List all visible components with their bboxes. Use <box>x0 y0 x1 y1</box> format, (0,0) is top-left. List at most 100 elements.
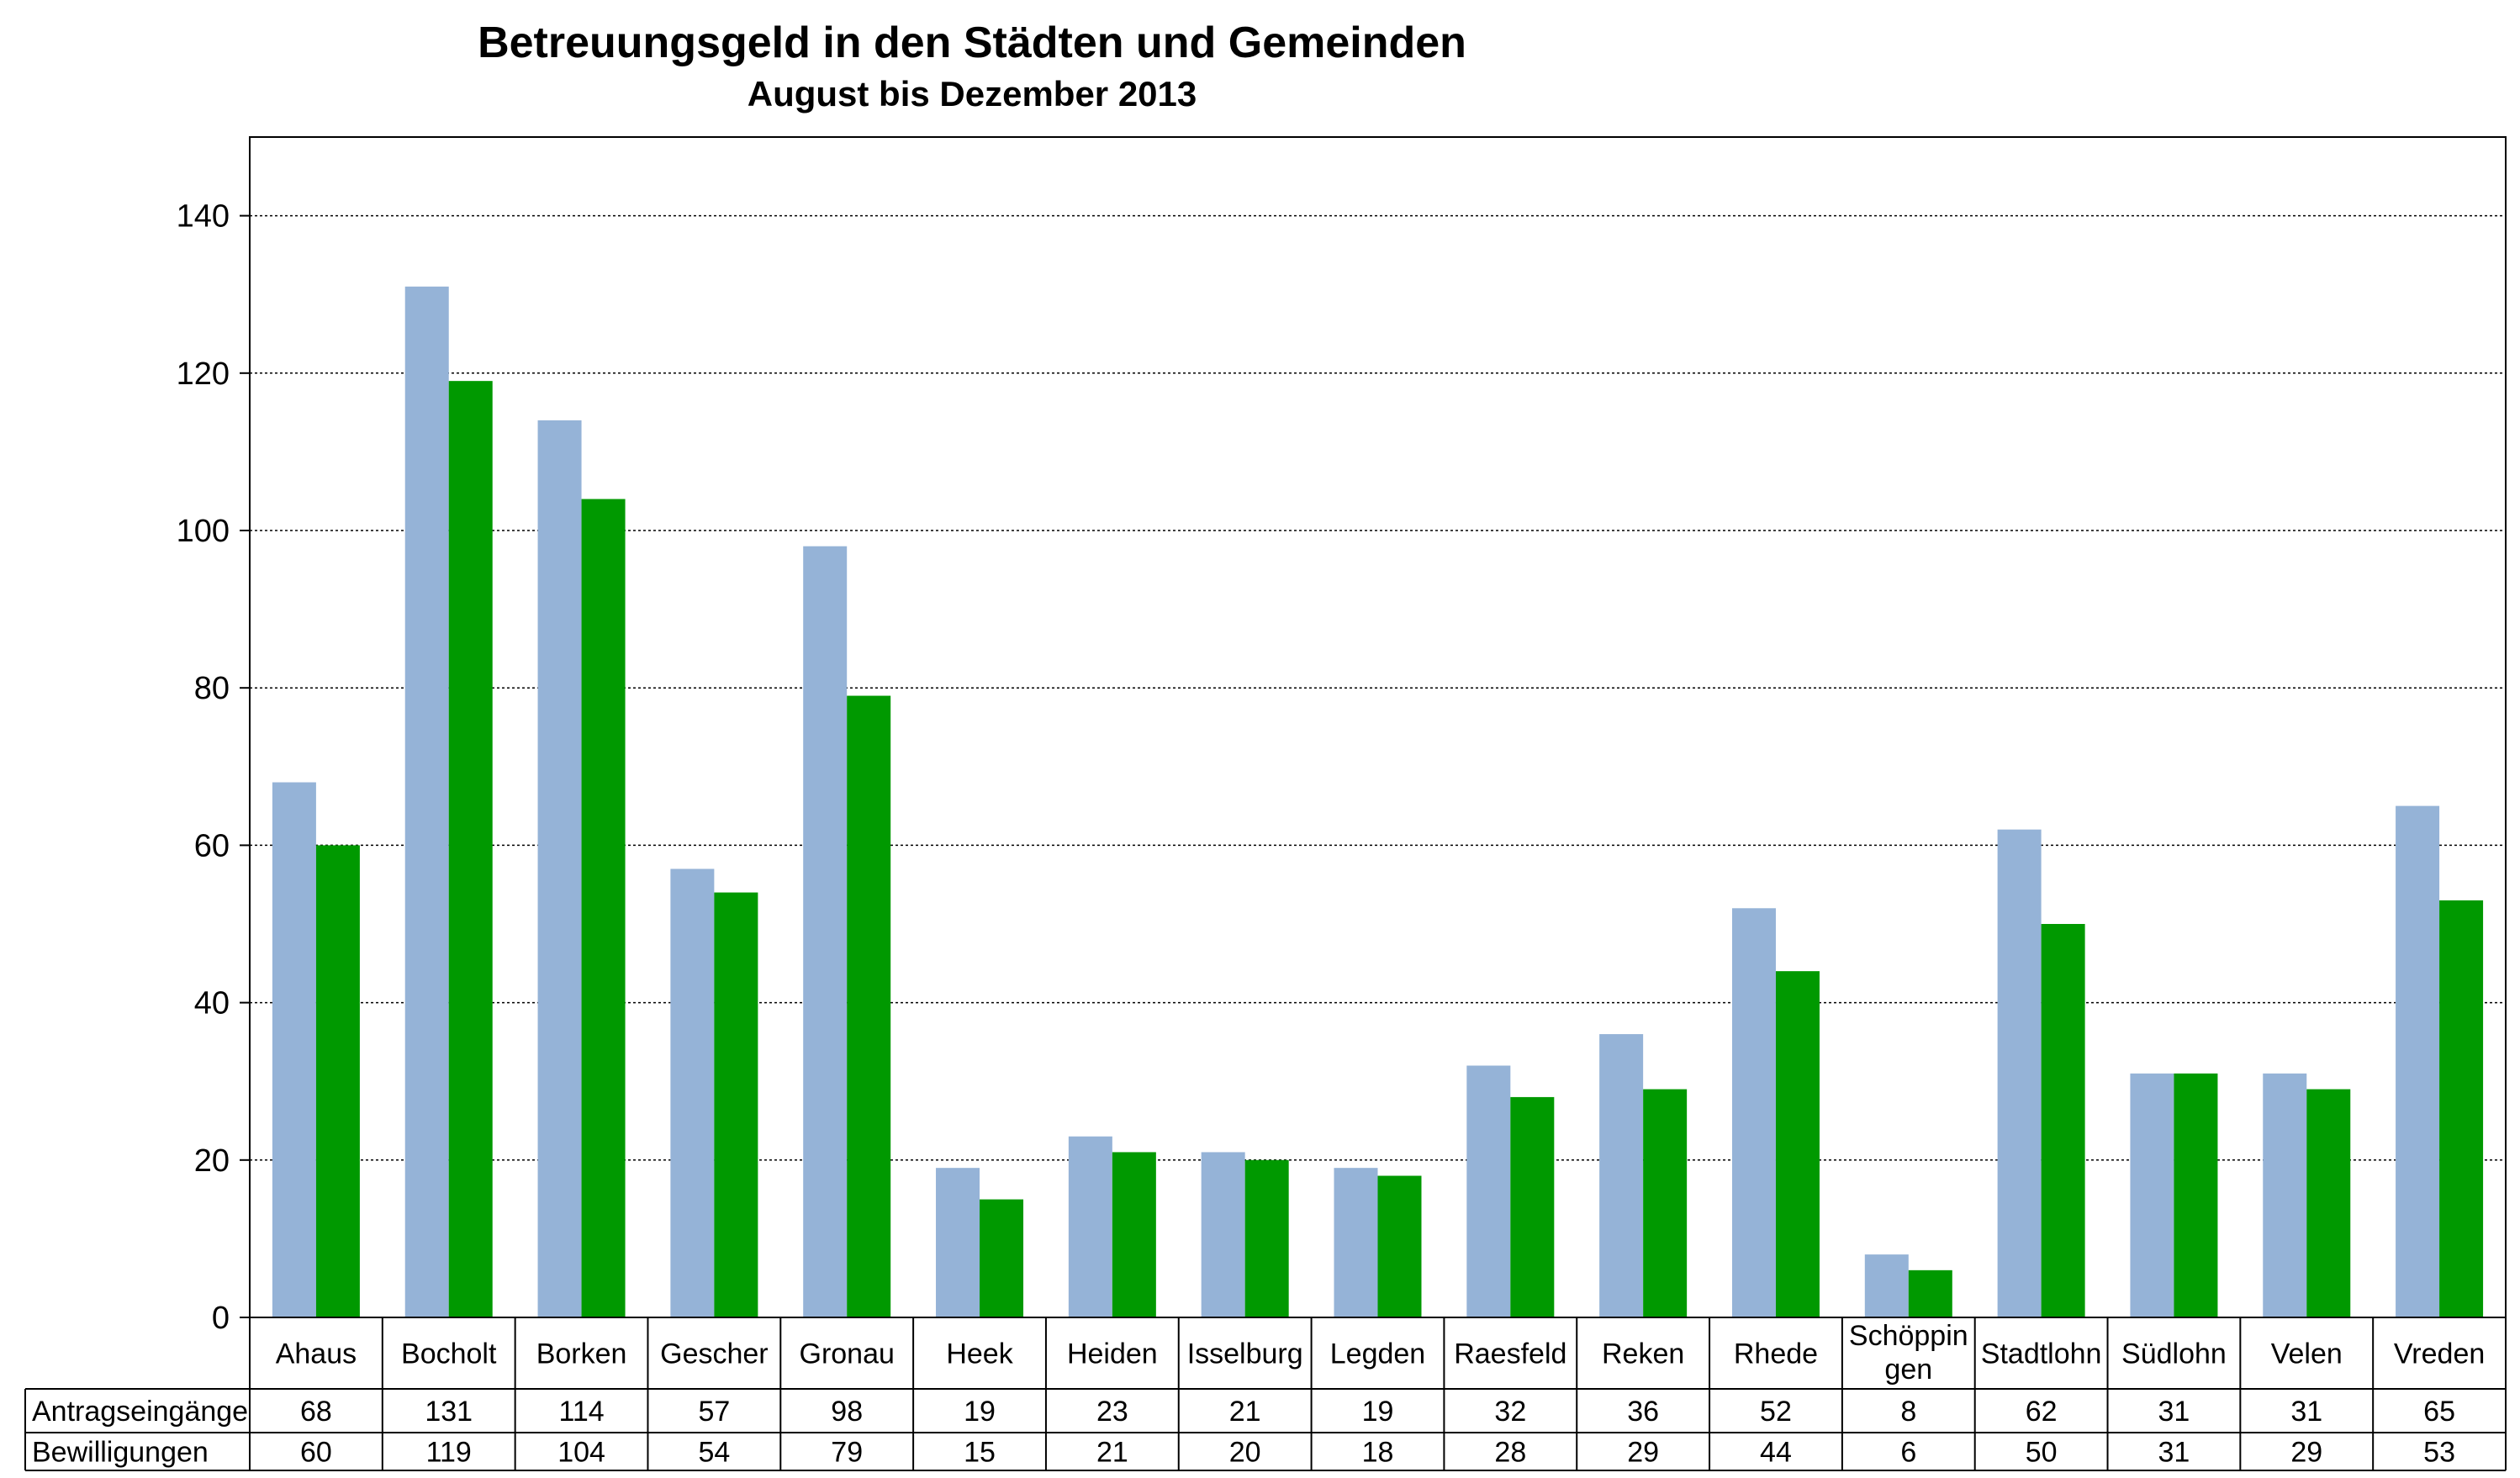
y-tick-label: 40 <box>194 986 230 1021</box>
table-value: 54 <box>698 1437 730 1469</box>
chart-subtitle: August bis Dezember 2013 <box>748 74 1197 113</box>
table-value: 29 <box>2290 1437 2322 1469</box>
y-tick-label: 60 <box>194 828 230 863</box>
bar-bewilligungen <box>1244 1159 1289 1317</box>
category-label: Heiden <box>1067 1338 1158 1370</box>
bar-bewilligungen <box>1377 1175 1422 1317</box>
bar-antragseingaenge <box>1334 1168 1378 1317</box>
category-label: Borken <box>536 1338 627 1370</box>
bar-antragseingaenge <box>1997 829 2042 1317</box>
category-label: Rhede <box>1734 1338 1818 1370</box>
table-value: 36 <box>1627 1396 1659 1428</box>
bar-bewilligungen <box>714 892 758 1317</box>
table-value: 68 <box>300 1396 332 1428</box>
category-label: Isselburg <box>1187 1338 1303 1370</box>
bar-bewilligungen <box>315 845 360 1317</box>
bar-bewilligungen <box>1908 1269 1952 1317</box>
bar-antragseingaenge <box>272 782 316 1317</box>
series-label: Antragseingänge <box>32 1396 248 1428</box>
table-value: 18 <box>1362 1437 1394 1469</box>
table-value: 62 <box>2026 1396 2058 1428</box>
table-value: 23 <box>1096 1396 1128 1428</box>
table-value: 53 <box>2423 1437 2455 1469</box>
category-label: Heek <box>946 1338 1013 1370</box>
table-value: 31 <box>2158 1396 2190 1428</box>
table-value: 114 <box>558 1396 604 1428</box>
table-value: 31 <box>2290 1396 2322 1428</box>
category-label: gen <box>1884 1354 1932 1386</box>
bar-antragseingaenge <box>803 546 848 1317</box>
category-label: Stadtlohn <box>1981 1338 2102 1370</box>
table-value: 21 <box>1096 1437 1128 1469</box>
table-value: 79 <box>831 1437 863 1469</box>
y-tick-label: 20 <box>194 1143 230 1179</box>
bar-bewilligungen <box>980 1199 1024 1317</box>
table-value: 119 <box>426 1437 472 1469</box>
table-value: 19 <box>1362 1396 1394 1428</box>
category-label: Velen <box>2271 1338 2343 1370</box>
y-tick-label: 0 <box>212 1301 230 1336</box>
category-label: Bocholt <box>401 1338 497 1370</box>
bar-bewilligungen <box>847 695 891 1317</box>
bar-antragseingaenge <box>1864 1254 1909 1317</box>
category-label: Schöppin <box>1849 1320 1968 1352</box>
bar-bewilligungen <box>2439 900 2484 1317</box>
bar-antragseingaenge <box>1599 1034 1644 1317</box>
bar-antragseingaenge <box>670 868 715 1317</box>
table-value: 104 <box>557 1437 605 1469</box>
category-label: Ahaus <box>276 1338 357 1370</box>
table-value: 50 <box>2026 1437 2058 1469</box>
table-value: 28 <box>1494 1437 1526 1469</box>
series-label: Bewilligungen <box>32 1437 209 1469</box>
table-value: 131 <box>425 1396 473 1428</box>
bar-antragseingaenge <box>537 420 582 1318</box>
y-tick-label: 100 <box>177 514 230 549</box>
table-value: 52 <box>1760 1396 1792 1428</box>
y-tick-label: 140 <box>177 199 230 235</box>
bar-antragseingaenge <box>1731 908 1776 1317</box>
bar-antragseingaenge <box>2396 805 2440 1317</box>
y-tick-label: 120 <box>177 356 230 392</box>
table-value: 60 <box>300 1437 332 1469</box>
table-value: 8 <box>1900 1396 1916 1428</box>
bar-antragseingaenge <box>2130 1073 2174 1317</box>
table-value: 29 <box>1627 1437 1659 1469</box>
bar-antragseingaenge <box>404 286 449 1318</box>
bar-bewilligungen <box>1643 1089 1688 1317</box>
bar-antragseingaenge <box>1068 1136 1112 1317</box>
bar-bewilligungen <box>1112 1152 1156 1317</box>
bar-antragseingaenge <box>1466 1065 1511 1317</box>
table-value: 31 <box>2158 1437 2190 1469</box>
bar-antragseingaenge <box>1201 1152 1245 1317</box>
category-label: Gescher <box>660 1338 769 1370</box>
bar-bewilligungen <box>1510 1096 1555 1317</box>
bar-bewilligungen <box>581 499 626 1317</box>
category-label: Südlohn <box>2121 1338 2227 1370</box>
y-tick-label: 80 <box>194 671 230 706</box>
plot-frame <box>249 136 2507 1318</box>
table-value: 6 <box>1900 1437 1916 1469</box>
table-value: 20 <box>1229 1437 1261 1469</box>
table-value: 15 <box>964 1437 996 1469</box>
category-label: Reken <box>1602 1338 1684 1370</box>
bar-bewilligungen <box>2306 1089 2351 1317</box>
table-value: 98 <box>831 1396 863 1428</box>
data-table: Ahaus Bocholt Borken Gescher Gronau Heek Heide… <box>24 1317 2507 1471</box>
chart-title: Betreuungsgeld in den Städten und Gemein… <box>478 18 1466 67</box>
bar-bewilligungen <box>2174 1073 2218 1317</box>
plot-area: 0 20 40 60 80 100 120 140 <box>177 136 2507 1336</box>
table-value: 21 <box>1229 1396 1261 1428</box>
table-value: 57 <box>698 1396 730 1428</box>
bar-bewilligungen <box>1775 971 1820 1317</box>
category-label: Vreden <box>2394 1338 2485 1370</box>
table-value: 32 <box>1494 1396 1526 1428</box>
table-value: 65 <box>2423 1396 2455 1428</box>
bar-antragseingaenge <box>936 1168 980 1317</box>
table-value: 19 <box>964 1396 996 1428</box>
bar-bewilligungen <box>2041 924 2085 1317</box>
table-value: 44 <box>1760 1437 1792 1469</box>
bar-antragseingaenge <box>2263 1073 2307 1317</box>
category-label: Raesfeld <box>1454 1338 1566 1370</box>
